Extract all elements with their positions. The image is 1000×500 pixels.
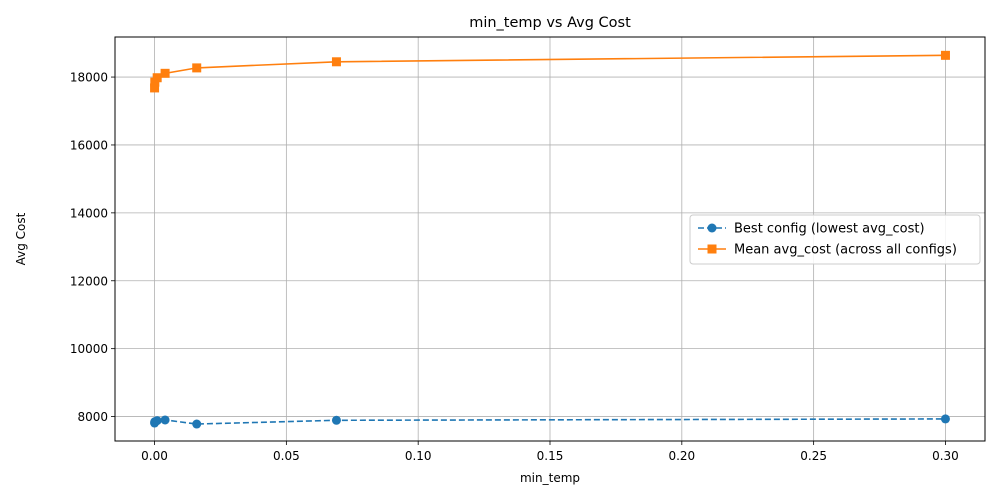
y-axis-title: Avg Cost xyxy=(14,212,28,265)
data-point xyxy=(940,50,950,60)
y-axis-ticks: 8000 10000 12000 14000 16000 18000 xyxy=(70,71,115,424)
data-point xyxy=(331,57,341,67)
data-point xyxy=(192,419,202,429)
x-tick-label: 0.25 xyxy=(800,449,827,463)
data-point xyxy=(152,73,162,83)
y-tick-label: 10000 xyxy=(70,342,108,356)
x-tick-label: 0.20 xyxy=(668,449,695,463)
y-tick-label: 8000 xyxy=(77,410,108,424)
data-point xyxy=(192,63,202,73)
y-tick-label: 18000 xyxy=(70,71,108,85)
y-tick-label: 16000 xyxy=(70,138,108,152)
data-point xyxy=(331,415,341,425)
x-axis-title: min_temp xyxy=(520,471,580,485)
x-tick-label: 0.30 xyxy=(932,449,959,463)
x-tick-label: 0.15 xyxy=(537,449,564,463)
chart-title: min_temp vs Avg Cost xyxy=(469,15,631,31)
data-point xyxy=(940,414,950,424)
legend-box xyxy=(689,214,981,265)
x-tick-label: 0.00 xyxy=(141,449,168,463)
data-point xyxy=(160,415,170,425)
legend-label: Best config (lowest avg_cost) xyxy=(734,222,925,237)
data-point xyxy=(150,83,160,93)
legend-marker xyxy=(707,223,717,233)
x-axis-ticks: 0.00 0.05 0.10 0.15 0.20 0.25 0.30 xyxy=(141,441,959,463)
legend-marker xyxy=(707,244,717,254)
data-point xyxy=(160,68,170,78)
legend: Best config (lowest avg_cost) Mean avg_co… xyxy=(689,214,981,265)
x-tick-label: 0.10 xyxy=(405,449,432,463)
y-tick-label: 12000 xyxy=(70,274,108,288)
data-point xyxy=(152,416,162,426)
plot-series xyxy=(150,50,950,429)
x-tick-label: 0.05 xyxy=(273,449,300,463)
y-tick-label: 14000 xyxy=(70,206,108,220)
legend-label: Mean avg_cost (across all configs) xyxy=(734,243,957,258)
